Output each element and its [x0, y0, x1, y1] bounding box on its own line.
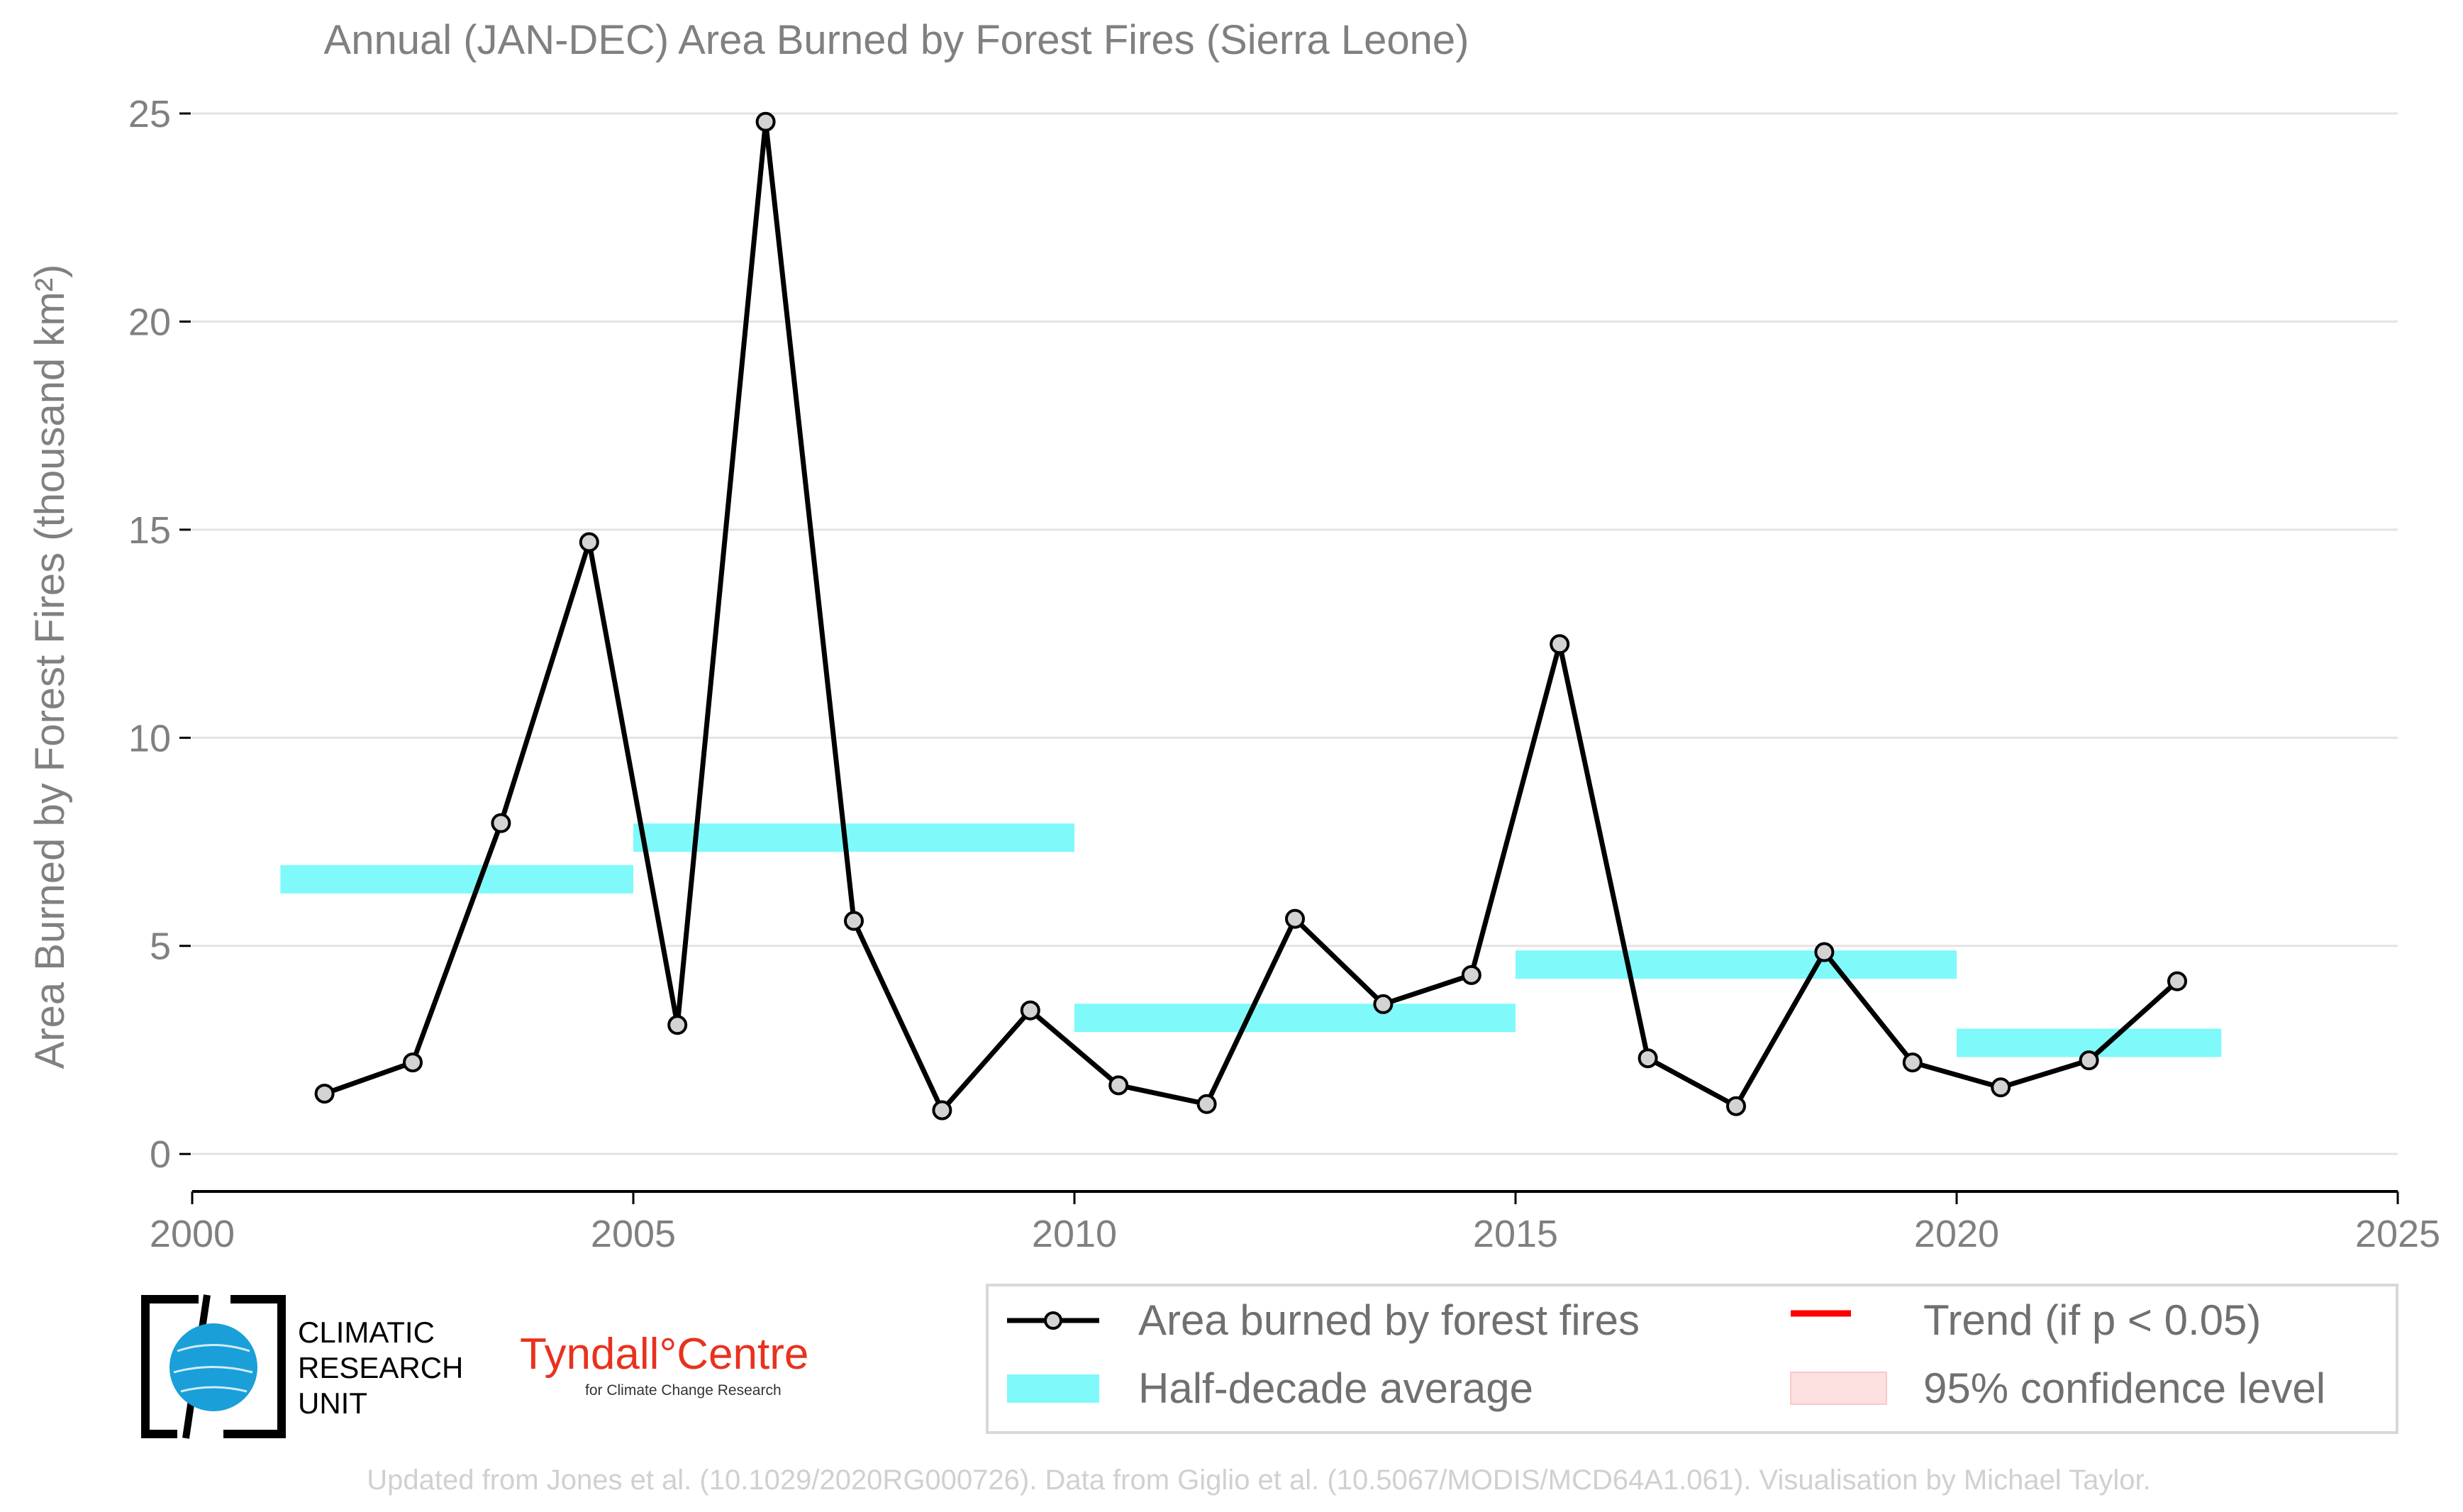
half-decade-band-1: [633, 823, 1074, 852]
x-tick-label-2020: 2020: [1914, 1213, 1999, 1255]
y-tick-label-5: 5: [150, 925, 171, 968]
data-point-2011.5: [1196, 1094, 1217, 1114]
data-point-2021.5: [2079, 1050, 2099, 1071]
y-tick-label-20: 20: [128, 301, 171, 343]
legend-label-confidence: 95% confidence level: [1923, 1364, 2325, 1412]
data-point-2018.5: [1814, 942, 1835, 962]
series-line-area-burned: [323, 119, 2179, 1113]
data-point-2020.5: [1991, 1077, 2011, 1098]
data-point-2003.5: [491, 813, 511, 833]
data-point-2017.5: [1726, 1096, 1746, 1116]
credit-text: Updated from Jones et al. (10.1029/2020R…: [367, 1464, 2150, 1496]
x-tick-label-2005: 2005: [591, 1213, 676, 1255]
y-tick-label-0: 0: [150, 1133, 171, 1176]
data-point-2012.5: [1285, 908, 1305, 929]
y-tick-label-25: 25: [128, 93, 171, 135]
data-point-2019.5: [1902, 1052, 1923, 1073]
data-series: [314, 111, 2187, 1121]
data-point-2022.5: [2167, 971, 2187, 991]
half-decade-band-0: [280, 865, 633, 894]
legend-label-trend: Trend (if p < 0.05): [1923, 1296, 2261, 1344]
data-point-2008.5: [932, 1100, 952, 1121]
legend-marker-swatch: [1044, 1311, 1062, 1330]
legend-box: [986, 1284, 2398, 1434]
data-point-2014.5: [1461, 965, 1481, 985]
tyndall-logo-main: Tyndall°Centre: [520, 1330, 808, 1379]
cru-logo-line3: UNIT: [298, 1386, 367, 1420]
data-point-2004.5: [579, 532, 599, 552]
data-point-2002.5: [403, 1052, 423, 1073]
cru-globe-lines: [173, 1344, 253, 1393]
cru-logo-bracket-right: [223, 1295, 286, 1438]
x-tick-label-2010: 2010: [1032, 1213, 1117, 1255]
legend-half-decade-swatch: [1007, 1374, 1099, 1403]
data-point-2007.5: [844, 911, 864, 931]
cru-logo-bracket-left: [141, 1295, 199, 1438]
tyndall-logo: Tyndall°Centre for Climate Change Resear…: [520, 1330, 808, 1399]
data-point-2010.5: [1108, 1075, 1129, 1096]
x-tick-label-2025: 2025: [2355, 1213, 2440, 1255]
gridlines: [192, 112, 2398, 1155]
half-decade-average-bands: [280, 823, 2222, 1057]
y-tick-label-10: 10: [128, 717, 171, 760]
data-point-2005.5: [667, 1015, 688, 1035]
x-tick-label-2000: 2000: [150, 1213, 235, 1255]
data-point-2009.5: [1020, 1000, 1040, 1021]
half-decade-band-2: [1074, 1004, 1516, 1033]
data-point-2016.5: [1638, 1048, 1658, 1069]
x-tick-label-2015: 2015: [1473, 1213, 1558, 1255]
data-point-2006.5: [755, 111, 776, 132]
cru-logo: CLIMATIC RESEARCH UNIT: [141, 1294, 463, 1439]
y-tick-label-15: 15: [128, 509, 171, 552]
legend: Area burned by forest fires Trend (if p …: [986, 1284, 2398, 1434]
legend-label-area: Area burned by forest fires: [1138, 1296, 1640, 1344]
tyndall-logo-sub: for Climate Change Research: [585, 1382, 782, 1399]
cru-logo-line2: RESEARCH: [298, 1351, 463, 1384]
legend-label-half-decade: Half-decade average: [1138, 1364, 1533, 1412]
data-point-2013.5: [1373, 994, 1394, 1014]
data-point-2001.5: [314, 1084, 335, 1104]
data-point-2015.5: [1550, 634, 1570, 655]
half-decade-band-3: [1516, 950, 1957, 979]
y-axis-label: Area Burned by Forest Fires (thousand km…: [27, 265, 73, 1069]
chart-title: Annual (JAN-DEC) Area Burned by Forest F…: [324, 17, 1469, 63]
cru-logo-line1: CLIMATIC: [298, 1316, 435, 1349]
legend-confidence-swatch: [1790, 1372, 1887, 1405]
